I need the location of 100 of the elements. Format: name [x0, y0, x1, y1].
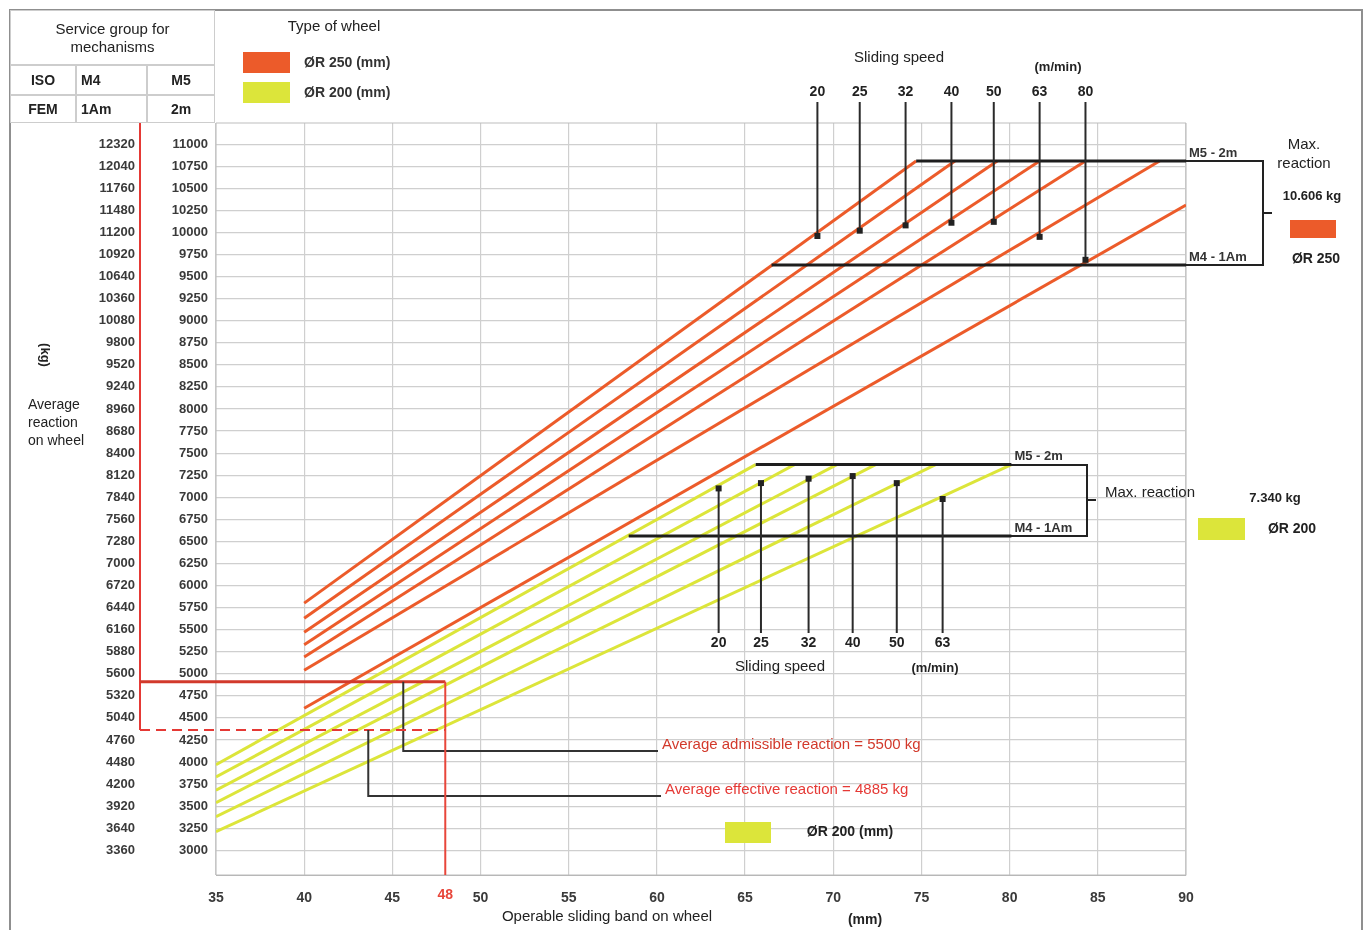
y-tick-label: 8250 — [179, 378, 208, 394]
ref-line-label: 48 — [437, 885, 454, 902]
text: FEM — [28, 100, 58, 118]
y-tick-label: 7250 — [179, 466, 208, 482]
y-tick-label: 5500 — [179, 621, 208, 637]
annotation: 25 — [851, 82, 868, 99]
y-tick-label: 9750 — [179, 246, 208, 262]
annotation: 20 — [710, 633, 727, 650]
y2-tick-label: 5600 — [106, 665, 135, 681]
y-tick-label: 9250 — [179, 290, 208, 306]
legend-title: Type of wheel — [286, 16, 382, 36]
y2-tick-label: 7280 — [106, 532, 135, 548]
x-tick-label: 35 — [208, 889, 224, 906]
annotation: 50 — [888, 633, 905, 650]
text: M5 — [171, 71, 191, 89]
y-tick-label: 4750 — [179, 687, 208, 703]
text: (m/min) — [1034, 58, 1082, 74]
y-tick-label: 6500 — [179, 532, 208, 548]
y2-tick-label: 4480 — [106, 753, 135, 769]
y2-tick-label: 8680 — [106, 422, 135, 438]
y-tick-label: 3750 — [179, 775, 208, 791]
y2-tick-label: 10360 — [98, 290, 135, 306]
annotation: Sliding speed — [734, 657, 826, 675]
y2-tick-label: 11480 — [99, 201, 135, 217]
y-tick-label: 3250 — [179, 819, 208, 835]
annotation: 25 — [753, 633, 769, 650]
y-tick-label: 9500 — [179, 268, 208, 284]
ref-line-label: Average admissible reaction = 5500 kg — [662, 735, 921, 753]
text: Sliding speed — [853, 48, 945, 66]
annotation: 63 — [1031, 82, 1048, 99]
y2-tick-label: 9800 — [106, 334, 135, 350]
annotation: 50 — [985, 82, 1002, 99]
y-tick-label: 5250 — [179, 643, 208, 659]
x-tick-label: 50 — [472, 889, 489, 906]
y-tick-label: 3000 — [179, 841, 208, 857]
annotation: M5 - 2m — [1189, 144, 1238, 160]
x-tick-label: 40 — [296, 889, 313, 906]
y-tick-label: 7750 — [179, 422, 208, 438]
x-tick-label: 75 — [913, 889, 930, 906]
y2-tick-label: 8120 — [106, 466, 135, 482]
y2-tick-label: 3640 — [106, 819, 135, 835]
annotation: ØR 200 (mm) — [806, 822, 894, 839]
text: (mm) — [847, 910, 883, 927]
annotation: 80 — [1077, 82, 1094, 99]
x-tick-label: 90 — [1178, 889, 1194, 906]
y-tick-label: 11000 — [172, 135, 208, 151]
y2-axis-title: (kg) — [38, 343, 54, 367]
y-tick-label: 4500 — [179, 709, 208, 725]
y-tick-label: 5000 — [179, 665, 208, 681]
x-tick-label: 45 — [384, 889, 401, 906]
y2-tick-label: 5320 — [106, 687, 135, 703]
text: ISO — [30, 71, 56, 89]
y2-tick-label: 12320 — [98, 135, 135, 151]
y2-tick-label: 6440 — [106, 599, 135, 615]
y2-tick-label: 11760 — [99, 179, 135, 195]
annotation: 40 — [943, 82, 960, 99]
y2-tick-label: 9520 — [106, 356, 135, 372]
x-axis-title: Operable sliding band on wheel — [501, 907, 713, 925]
annotation: M5 - 2m — [1014, 448, 1063, 464]
y-tick-label: 10500 — [171, 179, 208, 195]
y-tick-label: 6750 — [179, 510, 208, 526]
text: M4 — [81, 71, 101, 89]
text: Service group for mechanisms — [54, 19, 171, 56]
ref-line-label: Average effective reaction = 4885 kg — [665, 780, 909, 798]
y2-tick-label: 9240 — [106, 378, 135, 394]
y-tick-label: 9000 — [179, 312, 208, 328]
y-tick-label: 8000 — [179, 400, 208, 416]
y2-tick-label: 6720 — [106, 577, 135, 593]
text: Max. reaction — [1277, 135, 1331, 172]
annotation: M4 - 1Am — [1189, 248, 1247, 264]
y2-tick-label: 4760 — [106, 731, 135, 747]
annotation: M4 - 1Am — [1014, 519, 1073, 535]
y2-tick-label: 3360 — [106, 841, 135, 857]
x-tick-label: 85 — [1090, 889, 1106, 906]
y2-tick-label: 5880 — [106, 643, 135, 659]
y2-tick-label: 10640 — [98, 268, 135, 284]
annotation: 20 — [809, 82, 826, 99]
legend-label: ØR 250 (mm) — [304, 54, 391, 70]
y-tick-label: 8500 — [179, 356, 208, 372]
y2-tick-label: 10080 — [98, 312, 135, 328]
y-tick-label: 10250 — [171, 201, 208, 217]
text: ØR 250 — [1291, 249, 1341, 266]
y-tick-label: 7500 — [179, 444, 208, 460]
text: ØR 200 — [1267, 519, 1317, 536]
text: 7.340 kg — [1249, 489, 1301, 505]
annotation: (m/min) — [911, 659, 959, 675]
text: 2m — [170, 100, 192, 118]
y2-tick-label: 5040 — [106, 709, 135, 725]
y2-tick-label: 3920 — [106, 797, 135, 813]
y-tick-label: 4000 — [179, 753, 208, 769]
x-tick-label: 55 — [560, 889, 577, 906]
text: Average reaction on wheel — [28, 395, 85, 448]
text: 1Am — [81, 100, 112, 118]
annotation: 32 — [800, 633, 817, 650]
y-tick-label: 3500 — [179, 797, 208, 813]
x-tick-label: 65 — [737, 889, 754, 906]
y2-tick-label: 7560 — [106, 510, 135, 526]
y2-tick-label: 12040 — [98, 157, 135, 173]
x-tick-label: 80 — [1001, 889, 1018, 906]
y-tick-label: 4250 — [179, 731, 208, 747]
